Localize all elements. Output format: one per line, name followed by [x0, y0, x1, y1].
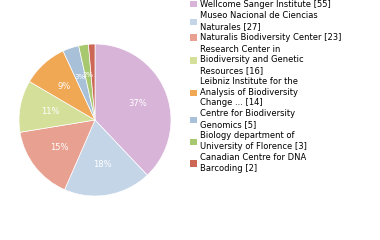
Text: 15%: 15% — [50, 144, 68, 152]
Wedge shape — [79, 44, 95, 120]
Text: 9%: 9% — [58, 82, 71, 91]
Text: 37%: 37% — [128, 99, 147, 108]
Text: 18%: 18% — [93, 160, 112, 169]
Wedge shape — [20, 120, 95, 190]
Text: 3%: 3% — [75, 74, 86, 80]
Text: 11%: 11% — [41, 107, 59, 116]
Wedge shape — [89, 44, 95, 120]
Wedge shape — [65, 120, 147, 196]
Wedge shape — [63, 46, 95, 120]
Wedge shape — [95, 44, 171, 175]
Wedge shape — [19, 82, 95, 132]
Wedge shape — [30, 51, 95, 120]
Legend: Wellcome Sanger Institute [55], Museo Nacional de Ciencias
Naturales [27], Natur: Wellcome Sanger Institute [55], Museo Na… — [190, 0, 341, 173]
Text: 2%: 2% — [82, 72, 93, 78]
